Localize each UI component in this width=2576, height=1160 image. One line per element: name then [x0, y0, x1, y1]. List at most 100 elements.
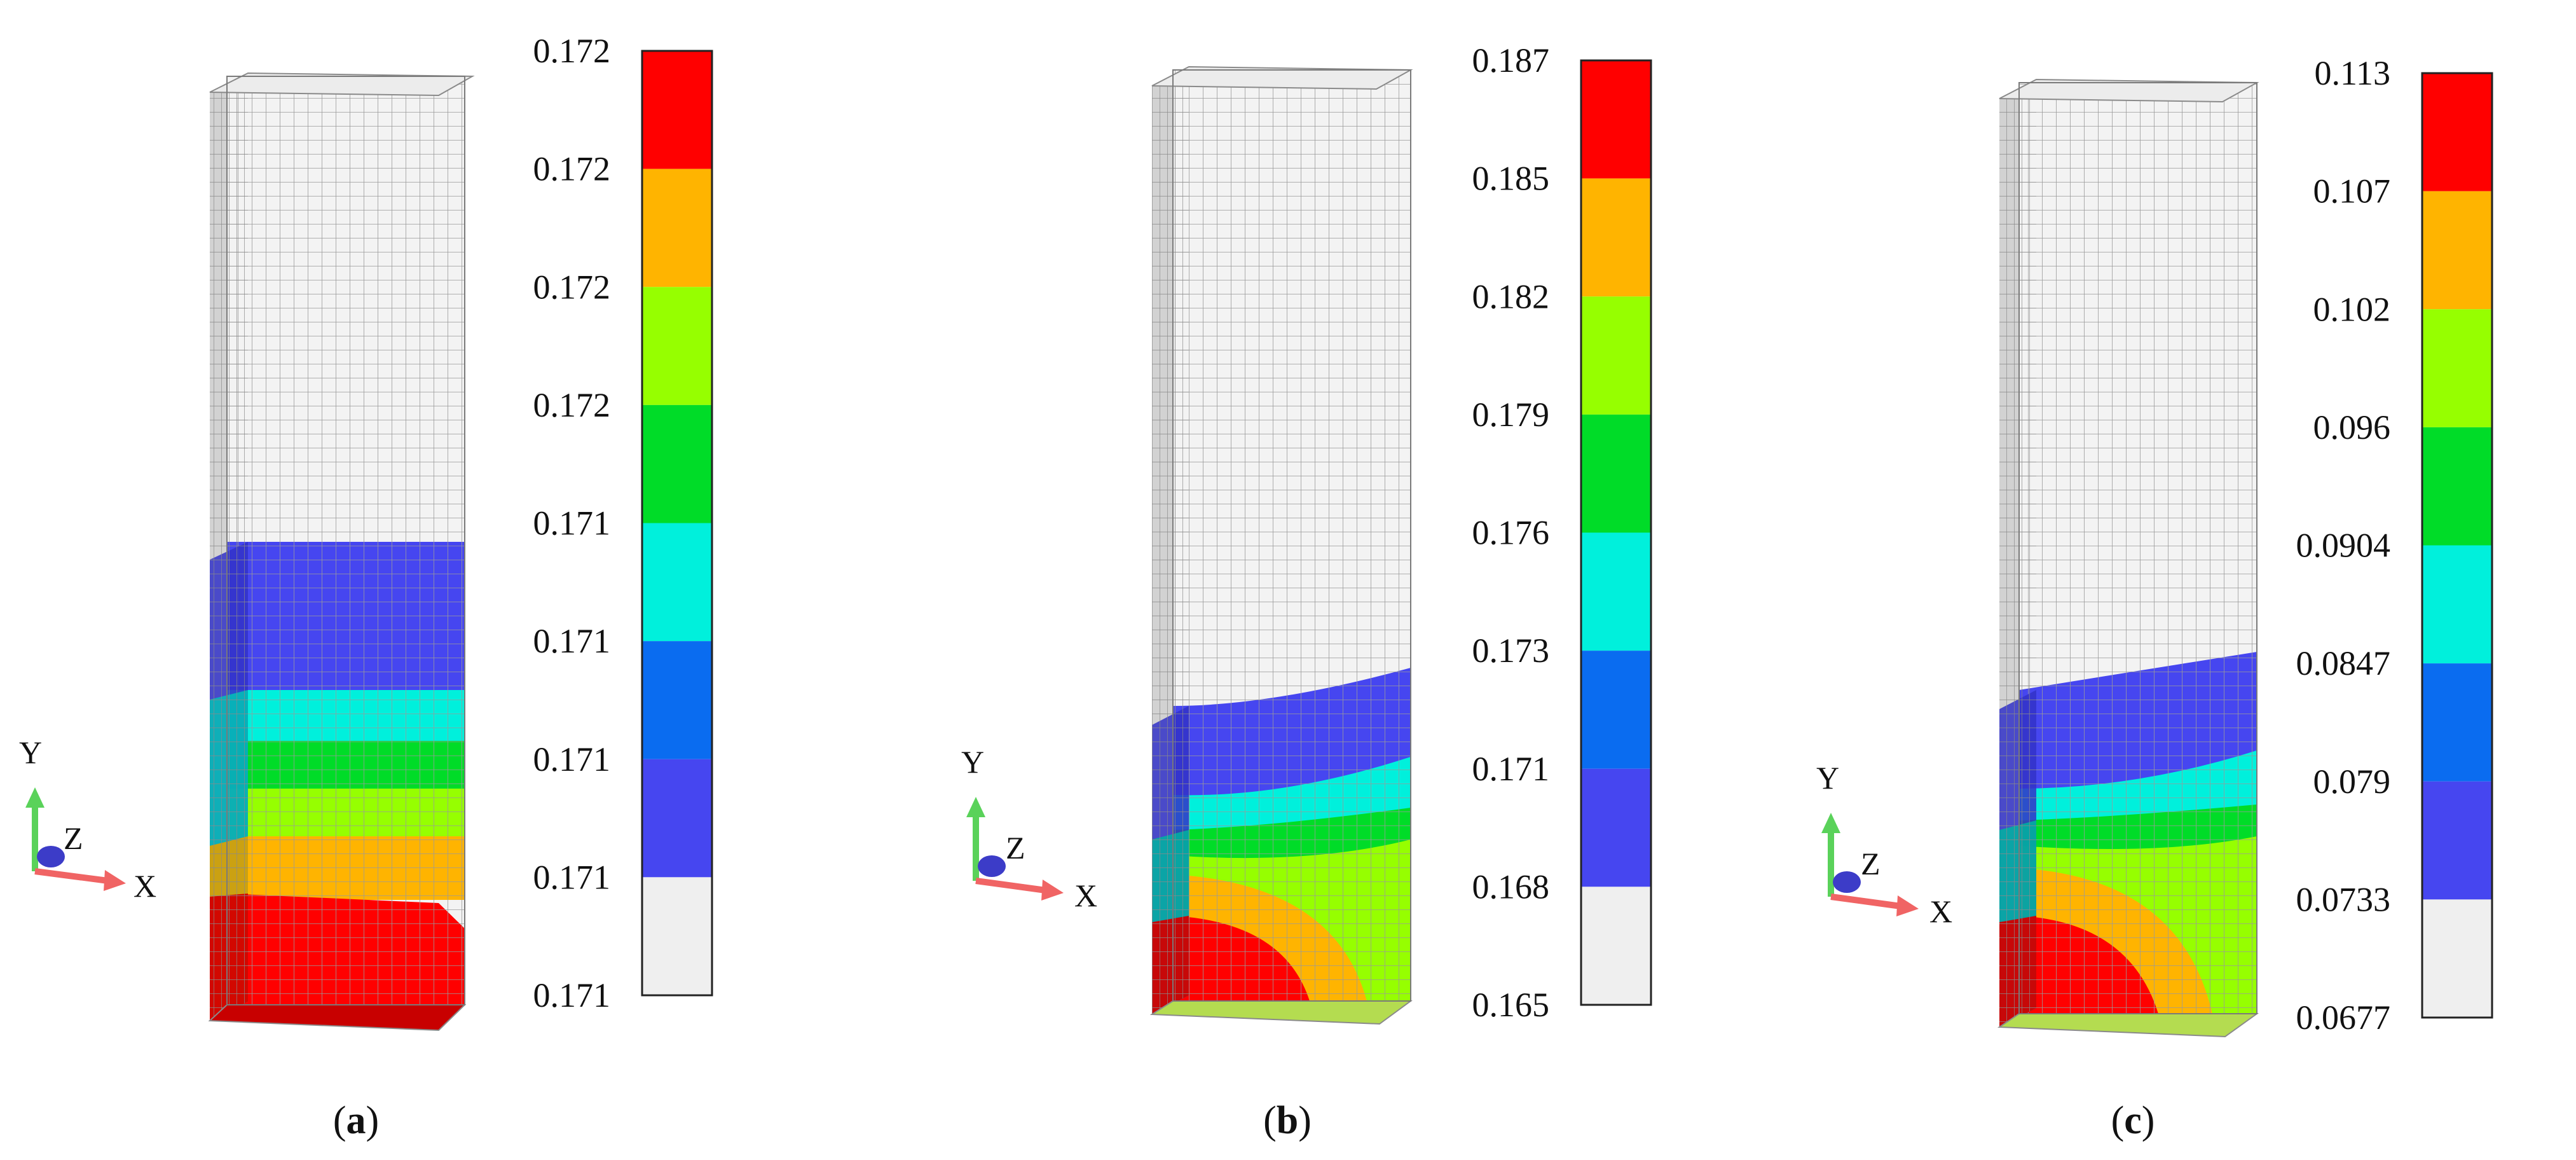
colorbar-tick-label: 0.107: [2313, 172, 2391, 211]
mesh-block-a: [208, 72, 475, 1032]
x-arrowhead-icon: [1896, 895, 1919, 916]
mesh-bottom-face: [1149, 1000, 1413, 1025]
colorbar-tick-label: 0.179: [1472, 396, 1550, 434]
z-axis-arrow: [37, 846, 65, 867]
caption-letter: a: [346, 1099, 366, 1142]
z-axis-arrow: [978, 855, 1006, 877]
colorbar-band-band6: [642, 169, 712, 287]
colorbar-c: 0.113 0.107 0.102 0.096 0.0904 0.0847 0.079 0.0…: [2296, 54, 2493, 1037]
colorbar-band-band5: [2422, 309, 2492, 427]
colorbar-tick-label: 0.171: [533, 740, 611, 778]
colorbar-band-band3: [2422, 545, 2492, 664]
colorbar-tick-label: 0.172: [533, 150, 611, 188]
colorbar-tick-label: 0.0904: [2296, 527, 2391, 565]
colorbar-tick-label: 0.172: [533, 32, 611, 70]
mesh-block-b: [1149, 66, 1413, 1025]
axis-triad-c: Y Z X: [1816, 760, 1952, 929]
colorbar-band-band1: [2422, 781, 2492, 900]
axis-triad-a: Y Z X: [19, 735, 156, 904]
colorbar-band-band2: [642, 641, 712, 759]
y-axis-label: Y: [19, 735, 42, 770]
colorbar-frame: [641, 50, 713, 997]
mesh-bottom-face: [1997, 1013, 2259, 1038]
y-axis-label: Y: [1816, 760, 1839, 796]
colorbar-band-band1: [1581, 768, 1651, 887]
caption-letter: c: [2124, 1099, 2142, 1142]
colorbar-tick-label: 0.0677: [2296, 998, 2391, 1037]
colorbar-band-band4: [2422, 427, 2492, 546]
caption-close: ): [2142, 1099, 2155, 1142]
y-arrowhead-icon: [966, 797, 985, 817]
x-axis-label: X: [134, 868, 156, 904]
caption-letter: b: [1277, 1099, 1298, 1142]
colorbar-tick-label: 0.096: [2313, 408, 2391, 446]
colorbar-band-band3: [1581, 532, 1651, 651]
colorbar-band-band6: [1581, 178, 1651, 297]
x-axis-arrow: [34, 868, 109, 884]
mesh-bottom-face: [208, 1004, 467, 1032]
caption-close: ): [366, 1099, 380, 1142]
colorbar-tick-label: 0.171: [533, 858, 611, 896]
panel-c: Y Z X 0.113 0.107 0.102 0.096 0.0904 0.0847 0.…: [1816, 54, 2493, 1142]
colorbar-band-band5: [1581, 296, 1651, 415]
colorbar-band-band7: [1581, 60, 1651, 179]
side-mesh: [1999, 79, 2036, 1027]
caption-open: (: [333, 1099, 346, 1142]
colorbar-tick-label: 0.172: [533, 268, 611, 306]
mesh-outline: [226, 76, 465, 1005]
colorbar-tick-label: 0.113: [2315, 54, 2391, 92]
mesh-outline: [2018, 82, 2257, 1014]
colorbar-band-band7: [2422, 73, 2492, 191]
z-axis-label: Z: [1006, 830, 1025, 866]
colorbar-tick-label: 0.0733: [2296, 880, 2391, 918]
colorbar-tick-label: 0.165: [1472, 986, 1550, 1024]
caption-open: (: [2111, 1099, 2125, 1142]
x-axis-arrow: [975, 878, 1046, 894]
caption-open: (: [1263, 1099, 1277, 1142]
colorbar-b: 0.187 0.185 0.182 0.179 0.176 0.173 0.171 0.168…: [1472, 41, 1652, 1024]
caption-a: (a): [333, 1099, 379, 1142]
colorbar-tick-label: 0.173: [1472, 632, 1550, 670]
mesh-grid: [1173, 70, 1411, 1001]
colorbar-band-band2: [2422, 663, 2492, 782]
x-arrowhead-icon: [1041, 880, 1064, 901]
side-mesh: [1152, 67, 1189, 1014]
colorbar-band-band2: [1581, 651, 1651, 769]
colorbar-band-band0: [642, 877, 712, 995]
colorbar-tick-label: 0.171: [533, 622, 611, 660]
colorbar-band-band0: [2422, 899, 2492, 1018]
y-axis-label: Y: [961, 744, 984, 780]
axis-triad-b: Y Z X: [961, 744, 1097, 913]
side-mesh: [210, 73, 248, 1021]
colorbar-tick-label: 0.102: [2313, 290, 2391, 328]
colorbar-frame: [2421, 72, 2493, 1019]
y-arrowhead-icon: [25, 787, 45, 808]
colorbar-tick-label: 0.172: [533, 386, 611, 424]
colorbar-tick-label: 0.0847: [2296, 644, 2391, 682]
caption-close: ): [1298, 1099, 1312, 1142]
colorbar-band-band3: [642, 523, 712, 642]
colorbar-tick-label: 0.187: [1472, 41, 1550, 79]
caption-c: (c): [2111, 1099, 2155, 1142]
colorbar-tick-label: 0.168: [1472, 867, 1550, 906]
colorbar-tick-label: 0.171: [1472, 750, 1550, 788]
z-axis-label: Z: [64, 820, 83, 856]
mesh-block-c: [1997, 78, 2259, 1038]
panel-b: Y Z X 0.187 0.185 0.182 0.179 0.176 0.173 0.17…: [961, 41, 1652, 1142]
colorbar-tick-label: 0.185: [1472, 160, 1550, 198]
colorbar-tick-label: 0.171: [533, 504, 611, 542]
mesh-top-face: [209, 72, 475, 97]
y-arrowhead-icon: [1821, 813, 1840, 833]
x-arrowhead-icon: [104, 870, 126, 891]
z-axis-label: Z: [1861, 846, 1881, 881]
colorbar-band-band5: [642, 287, 712, 405]
colorbar-tick-label: 0.182: [1472, 277, 1550, 315]
z-axis-arrow: [1833, 871, 1861, 893]
colorbar-a: 0.172 0.172 0.172 0.172 0.171 0.171 0.171 0.171…: [533, 32, 713, 1014]
colorbar-band-band0: [1581, 887, 1651, 1005]
colorbar-band-band1: [642, 759, 712, 878]
caption-b: (b): [1263, 1099, 1312, 1142]
colorbar-frame: [1580, 59, 1652, 1006]
mesh-outline: [1172, 69, 1411, 1002]
colorbar-band-band7: [642, 51, 712, 169]
